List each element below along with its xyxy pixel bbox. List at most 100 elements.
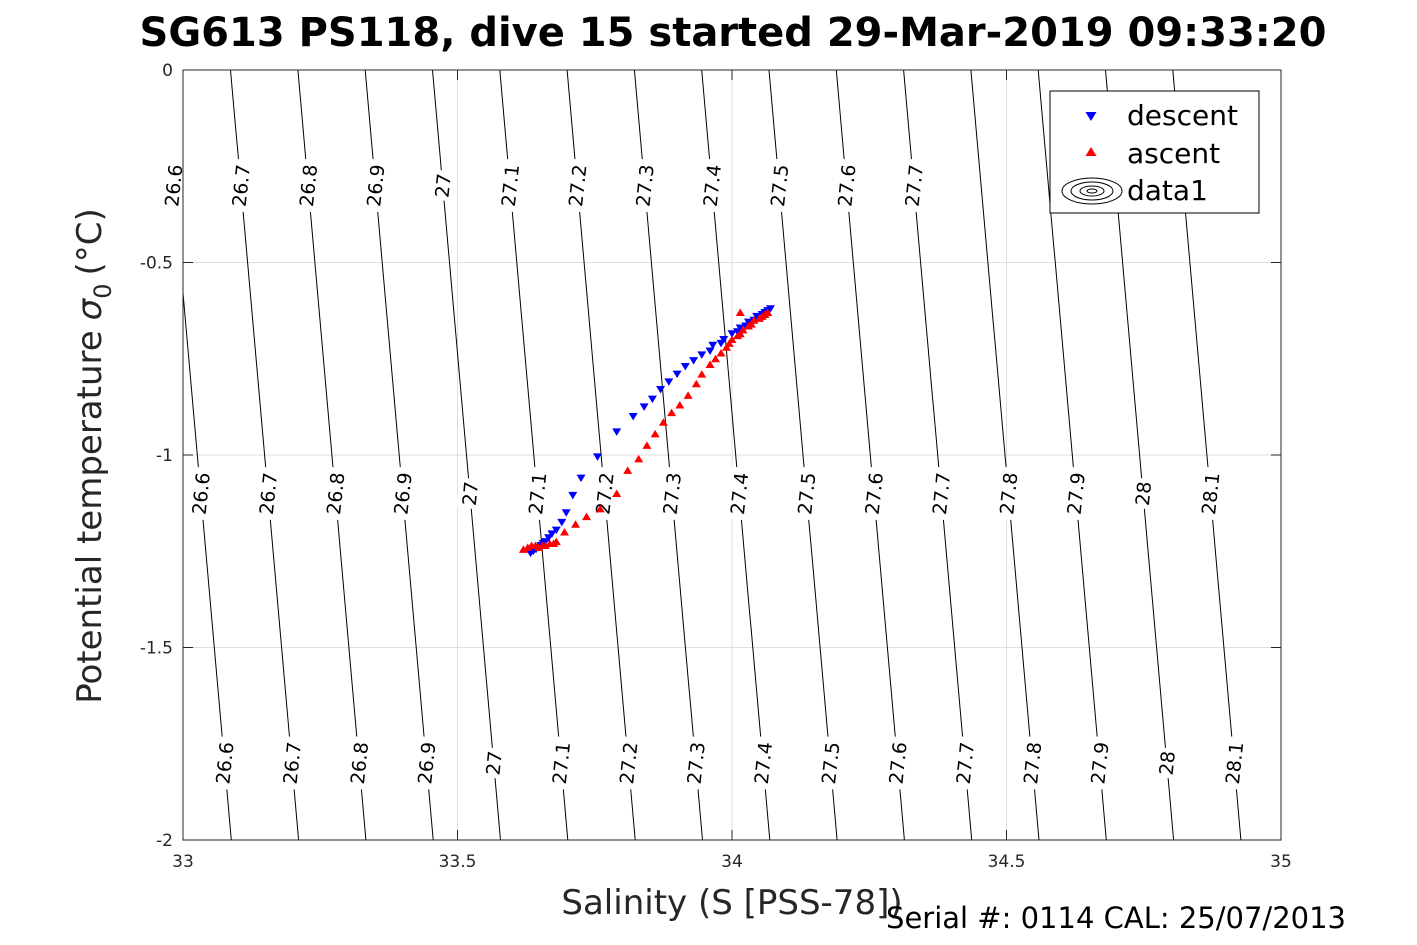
ascent-point — [724, 339, 734, 347]
descent-point — [689, 357, 699, 365]
contour-label-bg — [495, 158, 525, 213]
contour-label-text: 27.3 — [684, 741, 710, 785]
ascent-point — [735, 329, 745, 338]
contour-label-text: 27.6 — [834, 163, 860, 207]
contour-label-bg — [226, 158, 256, 213]
contour-label-text: 27.8 — [1020, 741, 1046, 785]
descent-point — [576, 474, 586, 483]
ascent-point — [711, 354, 721, 363]
contour-label-bg — [562, 158, 592, 213]
contour-label-text: 26.9 — [363, 163, 389, 207]
contour-label-bg — [1017, 735, 1047, 791]
contour-label-text: 28.1 — [1198, 471, 1224, 515]
descent-point — [551, 526, 561, 535]
contour-label: 27.4 — [697, 158, 727, 213]
ascent-series — [518, 308, 773, 553]
ascent-point — [534, 543, 544, 551]
contour-label: 26.7 — [226, 158, 256, 213]
contour-label: 28.1 — [1219, 735, 1249, 791]
y-tick-labels: 0 -0.5 -1 -1.5 -2 — [140, 61, 173, 851]
contour-label: 27.8 — [993, 466, 1024, 521]
ascent-point — [650, 429, 660, 438]
contour-label-text: 27.5 — [767, 163, 793, 207]
contour-label-bg — [748, 735, 778, 791]
descent-point — [557, 518, 567, 527]
ascent-point — [560, 528, 570, 536]
ascent-point — [518, 545, 528, 553]
contour-label-text: 27.3 — [632, 163, 658, 207]
contour-label: 26.9 — [387, 466, 418, 521]
contour-label-bg — [926, 466, 956, 521]
ascent-point — [623, 466, 633, 474]
contour-label-bg — [546, 735, 576, 791]
descent-point — [664, 378, 674, 386]
ascent-point — [571, 520, 581, 528]
contour-label-text: 27.5 — [818, 741, 844, 785]
ascent-point — [716, 348, 726, 357]
contour-label: 28.1 — [1195, 466, 1225, 521]
ascent-point — [634, 454, 644, 463]
contour-label-text: 28.1 — [1222, 741, 1248, 785]
x-tick-label: 33.5 — [439, 852, 477, 872]
contour-label-text: 26.7 — [229, 163, 255, 207]
contour-label: 27.7 — [899, 158, 929, 213]
y-tick-label: -2 — [156, 831, 173, 851]
contour-label-bg — [993, 466, 1024, 521]
y-axis-label: Potential temperature σ0 (°C) — [70, 208, 117, 704]
descent-point — [752, 312, 762, 321]
descent-point — [697, 351, 707, 359]
contour-label-text: 26.9 — [414, 741, 440, 785]
contour-label-text: 27.7 — [953, 741, 979, 785]
contour-label-bg — [1219, 735, 1249, 791]
legend-contour-marker — [1061, 177, 1123, 205]
contour-label: 27 — [456, 477, 484, 510]
contour-label-text: 26.8 — [323, 471, 349, 515]
contour-label-bg — [657, 466, 687, 521]
contour-label-bg — [253, 466, 283, 521]
contour-label: 27.1 — [546, 735, 576, 791]
contour-label: 26.7 — [253, 466, 283, 521]
contour-label-bg — [815, 735, 845, 791]
ascent-point — [746, 320, 756, 328]
contour-label-bg — [522, 466, 552, 521]
contour-label: 27.4 — [748, 735, 778, 791]
contour-label-bg — [899, 158, 929, 213]
contour-label-text: 27.1 — [498, 163, 524, 207]
contour-label-text: 27.2 — [565, 163, 591, 207]
contour-label-text: 27.4 — [700, 163, 726, 207]
descent-point — [647, 395, 657, 404]
descent-point — [680, 362, 690, 371]
contour-label-text: 27.5 — [794, 471, 820, 515]
contour-label-bg — [456, 477, 484, 510]
x-tick-label: 33 — [172, 852, 194, 872]
contour-label: 26.8 — [293, 158, 323, 213]
contour-label-bg — [320, 466, 350, 521]
contour-label-text: 27.2 — [616, 741, 642, 785]
legend-descent-marker — [1085, 112, 1097, 121]
descent-point — [672, 370, 682, 379]
contour-label: 27.3 — [681, 735, 711, 791]
contour-label-text: 27.9 — [1064, 471, 1090, 515]
legend-descent-label: descent — [1127, 99, 1238, 132]
contour-label-text: 27.6 — [862, 471, 888, 515]
x-tick-labels: 33 33.5 34 34.5 35 — [172, 852, 1292, 872]
contour-label-bg — [1153, 746, 1181, 780]
contour-label-bg — [158, 158, 189, 213]
contour-label: 26.9 — [411, 735, 442, 791]
ascent-point — [691, 379, 701, 388]
ascent-point — [749, 316, 759, 324]
contour-label: 27.6 — [882, 735, 913, 791]
x-tick-label: 34 — [721, 852, 743, 872]
contour-label-bg — [1084, 735, 1115, 791]
ascent-point — [763, 308, 773, 317]
contour-label-bg — [613, 735, 643, 791]
contour-label-bg — [344, 735, 374, 791]
contour-label: 27.5 — [815, 735, 845, 791]
contour-label-bg — [293, 158, 323, 213]
contour-label-bg — [764, 158, 794, 213]
descent-point — [547, 530, 557, 538]
contour-label-bg — [186, 466, 216, 521]
contour-label-text: 27.7 — [929, 471, 955, 515]
y-tick-label: -1 — [156, 446, 173, 466]
